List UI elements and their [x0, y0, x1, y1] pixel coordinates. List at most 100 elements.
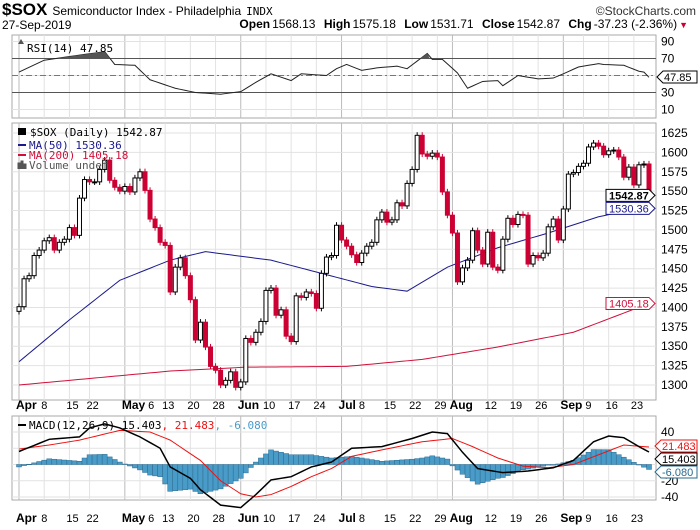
macd-histogram-bar — [490, 464, 496, 481]
candlestick — [293, 292, 299, 345]
macd-histogram-bar — [394, 459, 400, 465]
candlestick — [263, 287, 269, 325]
x-axis-label: 26 — [535, 513, 547, 525]
candlestick — [152, 215, 158, 231]
x-axis-label: May — [122, 398, 146, 412]
candle-body — [560, 208, 566, 241]
macd-histogram-bar — [96, 454, 103, 465]
candlestick — [21, 275, 27, 310]
macd-histogram-bar — [31, 462, 37, 465]
x-axis-label: 22 — [409, 513, 421, 525]
candlestick — [172, 264, 178, 296]
candlestick — [56, 239, 62, 254]
candlestick — [308, 288, 314, 297]
candlestick — [283, 306, 289, 340]
candle-body — [394, 202, 400, 221]
macd-histogram-bar — [424, 456, 430, 465]
candlestick — [102, 157, 108, 173]
macd-histogram-bar — [142, 464, 148, 473]
candle-body — [41, 240, 47, 251]
macd-histogram-bar — [227, 464, 234, 484]
macd-axis-label: -40 — [661, 490, 679, 504]
price-axis-label: 1475 — [661, 242, 688, 256]
exchange-label: INDX — [246, 5, 273, 18]
candlestick — [626, 164, 632, 181]
candle-body — [606, 150, 612, 156]
candlestick — [359, 250, 365, 266]
candlestick — [460, 264, 466, 285]
rsi-axis-label: 70 — [661, 52, 675, 66]
candle-body — [288, 335, 294, 343]
macd-histogram-bar — [202, 464, 209, 493]
macd-signal-tag-text: 21.483 — [662, 441, 696, 453]
price-axis-label: 1400 — [661, 300, 688, 314]
macd-histogram-bar — [263, 453, 269, 465]
candlestick — [641, 160, 647, 168]
x-axis-label: 23 — [631, 400, 643, 412]
candlestick — [565, 170, 571, 213]
candle-body — [238, 381, 244, 388]
macd-histogram-bar — [500, 464, 506, 478]
candlestick — [192, 296, 198, 344]
candlestick — [621, 153, 627, 181]
candlestick — [550, 215, 556, 230]
candlestick — [137, 168, 143, 182]
macd-histogram-bar — [232, 464, 239, 482]
macd-histogram-bar — [404, 459, 410, 465]
candlestick — [631, 164, 637, 189]
x-axis-label: 24 — [313, 513, 325, 525]
candlestick — [208, 343, 214, 370]
price-axis-label: 1350 — [661, 339, 688, 353]
candlestick — [328, 252, 334, 261]
macd-histogram-bar — [384, 460, 390, 465]
macd-histogram-bar — [36, 461, 42, 465]
candlestick — [379, 208, 385, 223]
candle-body — [439, 156, 445, 193]
macd-histogram-bar — [389, 460, 395, 465]
candlestick — [500, 236, 506, 274]
candlestick — [364, 243, 370, 257]
macd-legend-part: MACD(12,26,9) 15.403 — [29, 419, 161, 432]
candle-body — [142, 171, 148, 191]
x-axis-label: 12 — [485, 400, 497, 412]
x-axis-label: 6 — [148, 513, 154, 525]
candlestick — [36, 246, 42, 259]
macd-histogram-bar — [505, 464, 511, 476]
candlestick — [132, 174, 138, 196]
macd-histogram-bar — [616, 454, 622, 465]
macd-histogram-bar — [364, 458, 370, 465]
candle-body — [117, 186, 123, 192]
candle-body — [46, 237, 52, 242]
candlestick — [258, 318, 264, 336]
candle-body — [631, 166, 637, 186]
candle-body — [414, 134, 420, 170]
candlestick — [545, 223, 551, 257]
copyright-link[interactable]: ©StockCharts.com — [595, 4, 696, 18]
macd-histogram-bar — [16, 464, 22, 468]
candle-body — [334, 224, 340, 257]
close-value: 1542.87 — [516, 17, 561, 31]
candlestick — [586, 143, 592, 167]
candlestick — [540, 250, 546, 261]
candle-body — [66, 227, 72, 240]
candlestick — [76, 195, 82, 239]
candlestick — [117, 184, 123, 195]
macd-histogram-bar — [464, 464, 471, 478]
candle-body — [308, 291, 314, 295]
candlestick — [238, 378, 244, 391]
macd-histogram-bar — [81, 457, 88, 465]
candle-body — [379, 211, 385, 221]
candlestick — [268, 284, 274, 294]
candle-body — [480, 249, 486, 265]
x-axis-label: Jul — [339, 398, 356, 412]
x-axis-label: 10 — [263, 400, 275, 412]
macd-histogram-bar — [106, 456, 113, 465]
candle-body — [248, 337, 254, 343]
macd-histogram-bar — [157, 464, 163, 477]
candlestick — [187, 272, 193, 303]
candlestick — [560, 205, 566, 244]
candle-body — [369, 241, 375, 247]
rsi-axis-label: 10 — [661, 103, 675, 117]
rsi-axis-label: 30 — [661, 86, 675, 100]
candle-body — [202, 321, 208, 348]
